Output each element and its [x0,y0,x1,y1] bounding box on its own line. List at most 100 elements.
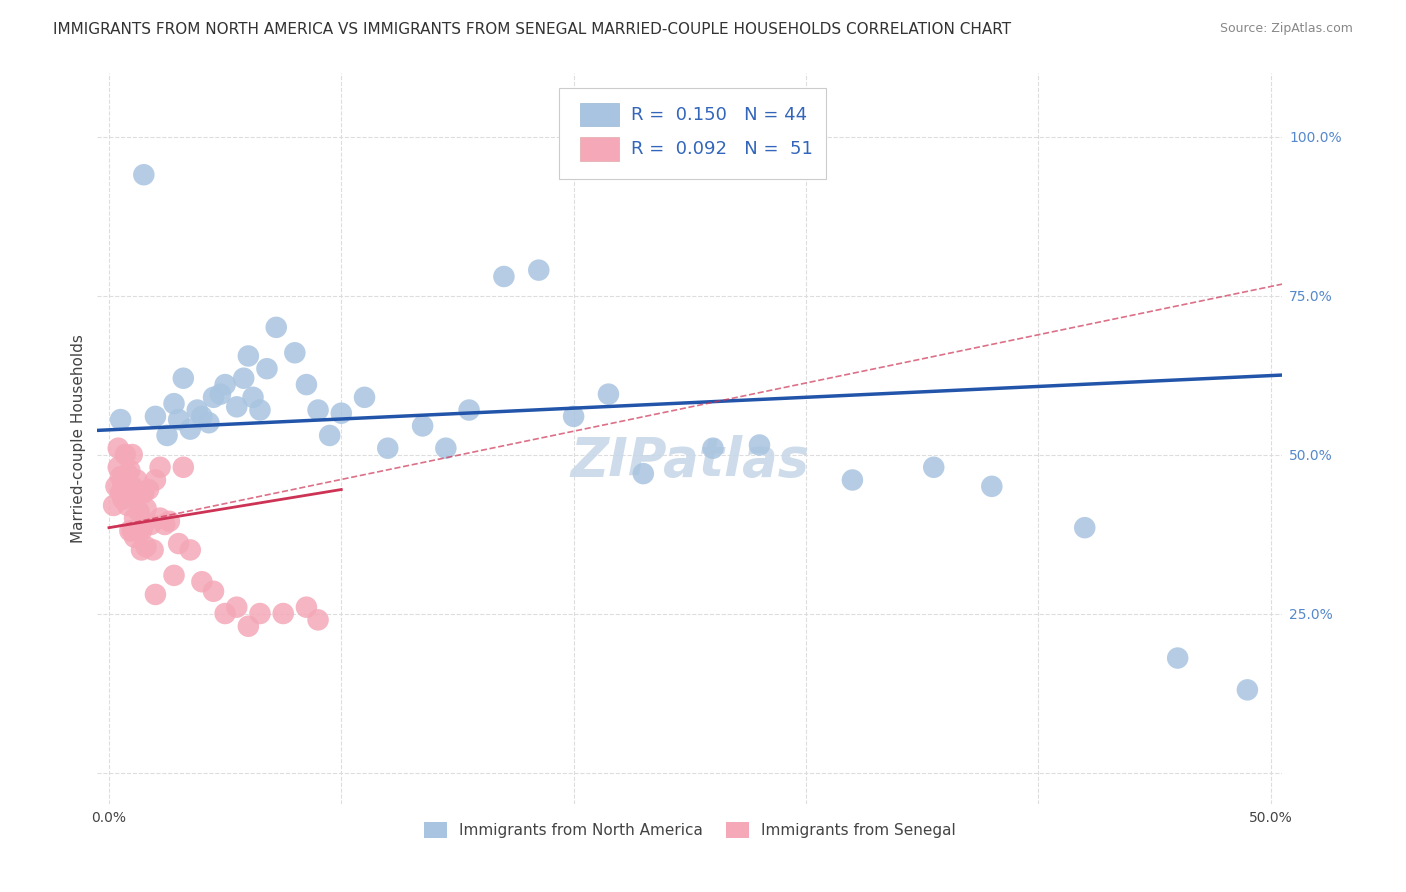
Text: IMMIGRANTS FROM NORTH AMERICA VS IMMIGRANTS FROM SENEGAL MARRIED-COUPLE HOUSEHOL: IMMIGRANTS FROM NORTH AMERICA VS IMMIGRA… [53,22,1011,37]
Point [225,600,247,615]
Point [242,390,264,404]
Point [103,499,125,513]
Point [167,536,190,550]
Point [841,473,863,487]
Point [295,377,318,392]
Point [191,409,214,424]
Text: ZIPatlas: ZIPatlas [571,434,810,487]
Point [295,600,318,615]
Point [118,524,141,538]
Point [264,320,287,334]
Point [125,473,148,487]
Point [121,479,143,493]
Point [249,403,271,417]
Point [131,543,153,558]
Point [307,403,329,417]
FancyBboxPatch shape [579,137,619,161]
Point [318,428,340,442]
Point [748,438,770,452]
Point [111,476,134,491]
Point [145,587,167,601]
Point [527,263,550,277]
Point [256,361,278,376]
Point [702,441,724,455]
Point [214,377,236,392]
Point [330,406,353,420]
Point [598,387,620,401]
Point [412,418,434,433]
Point [1074,521,1097,535]
Point [1167,651,1189,665]
Point [121,448,143,462]
Point [114,448,136,462]
Point [124,530,146,544]
Point [110,470,132,484]
Point [198,416,221,430]
Point [110,485,132,500]
Point [110,412,132,426]
Point [238,349,260,363]
Point [562,409,585,424]
Point [121,524,143,538]
FancyBboxPatch shape [560,87,827,179]
Point [157,514,180,528]
FancyBboxPatch shape [579,103,619,127]
Point [202,584,225,599]
Point [156,428,179,442]
Point [132,168,155,182]
Point [922,460,945,475]
Point [124,511,146,525]
Text: Source: ZipAtlas.com: Source: ZipAtlas.com [1219,22,1353,36]
Point [1236,682,1258,697]
Point [633,467,655,481]
Point [307,613,329,627]
Point [172,371,194,385]
Point [139,517,162,532]
Point [179,422,201,436]
Point [377,441,399,455]
Point [111,491,134,506]
Point [149,460,172,475]
Point [202,390,225,404]
Point [186,403,208,417]
Point [191,574,214,589]
Text: R =  0.092   N =  51: R = 0.092 N = 51 [630,140,813,158]
Point [128,524,150,538]
Point [238,619,260,633]
Point [138,483,160,497]
Point [153,517,176,532]
Point [128,505,150,519]
Point [214,607,236,621]
Point [125,485,148,500]
Point [142,543,165,558]
Point [117,467,139,481]
Point [163,568,186,582]
Text: R =  0.150   N = 44: R = 0.150 N = 44 [630,105,807,124]
Point [458,403,481,417]
Point [179,543,201,558]
Point [104,479,127,493]
Point [271,607,294,621]
Point [135,501,157,516]
Point [434,441,457,455]
Point [209,387,232,401]
Point [149,511,172,525]
Point [132,517,155,532]
Point [167,412,190,426]
Point [353,390,375,404]
Point [172,460,194,475]
Point [107,460,129,475]
Point [492,269,515,284]
Point [131,524,153,538]
Point [145,409,167,424]
Point [107,441,129,455]
Y-axis label: Married-couple Households: Married-couple Households [72,334,86,543]
Point [225,400,247,414]
Point [117,499,139,513]
Legend: Immigrants from North America, Immigrants from Senegal: Immigrants from North America, Immigrant… [418,816,962,844]
Point [163,397,186,411]
Point [118,463,141,477]
Point [249,607,271,621]
Point [232,371,254,385]
Point [135,540,157,554]
